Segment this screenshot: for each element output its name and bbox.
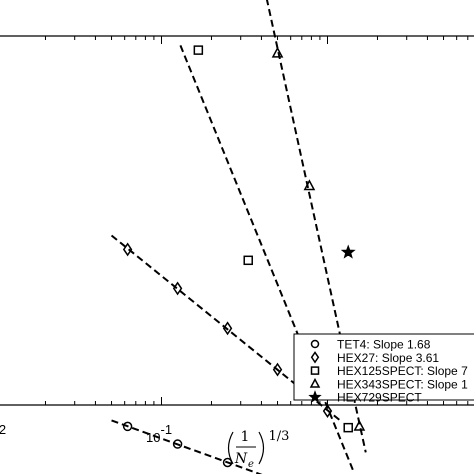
- legend-entry: HEX125SPECT: Slope 7: [310, 364, 468, 378]
- legend-marker-diamond: [310, 351, 320, 364]
- data-point-square: [343, 422, 353, 433]
- data-point-star: [340, 244, 356, 259]
- x-tick-label-base: 10: [146, 430, 160, 445]
- x-label-numerator: 1: [241, 429, 250, 445]
- legend-label: HEX27: Slope 3.61: [337, 351, 439, 365]
- data-markers: [122, 45, 366, 468]
- data-point-diamond: [122, 242, 133, 257]
- x-label-exponent: 1/3: [269, 429, 290, 444]
- legend-label: HEX729SPECT: [337, 391, 422, 405]
- data-point-triangle: [303, 179, 316, 191]
- data-point-circle: [172, 439, 183, 449]
- data-point-circle: [122, 421, 133, 432]
- legend-marker-circle: [310, 339, 320, 349]
- x-label-right-paren: [258, 431, 265, 465]
- x-tick-label-exponent: -1: [161, 422, 173, 437]
- fit-line-circle: [111, 419, 263, 474]
- x-tick-label: 10-2: [0, 422, 6, 437]
- data-point-square: [243, 255, 253, 266]
- x-ticks: [44, 36, 469, 405]
- legend-label: HEX125SPECT: Slope 7: [337, 364, 468, 378]
- data-point-diamond: [222, 321, 233, 336]
- data-point-triangle: [353, 419, 366, 431]
- data-point-diamond: [172, 281, 183, 296]
- x-tick-labels: 10-310-210-1: [0, 422, 172, 445]
- legend-marker-square: [310, 366, 320, 375]
- legend-label: TET4: Slope 1.68: [337, 338, 431, 352]
- x-label-denominator: N: [234, 451, 248, 467]
- fit-line-square: [179, 45, 356, 474]
- legend-entry: HEX343SPECT: Slope 1: [309, 377, 468, 391]
- x-tick-label-exponent: -2: [0, 422, 6, 437]
- x-label-left-paren: [227, 431, 234, 465]
- x-axis-label: 1 N e 1/3: [227, 429, 290, 470]
- data-point-square: [193, 45, 204, 55]
- legend-marker-star: [308, 390, 322, 403]
- legend-entry: TET4: Slope 1.68: [310, 338, 431, 352]
- x-tick-label: 10-1: [146, 422, 172, 445]
- legend-marker-triangle: [309, 377, 321, 388]
- legend-label: HEX343SPECT: Slope 1: [337, 377, 468, 391]
- legend-box: [293, 333, 474, 401]
- data-point-diamond: [272, 362, 283, 377]
- legend-entry: HEX729SPECT: [308, 390, 422, 405]
- x-label-denominator-subscript: e: [248, 459, 254, 470]
- data-point-triangle: [271, 46, 284, 58]
- axes-frame: [0, 35, 474, 406]
- legend-entry: HEX27: Slope 3.61: [310, 351, 439, 365]
- data-point-diamond: [322, 404, 333, 418]
